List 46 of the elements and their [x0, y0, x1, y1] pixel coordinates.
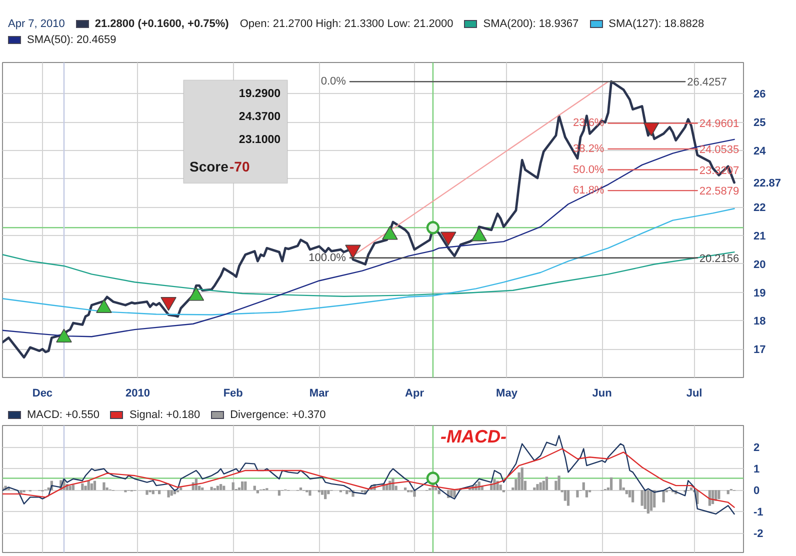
x-tick-label: Dec — [32, 388, 53, 400]
y-tick-label: 17 — [754, 344, 766, 356]
annotation: 100.0% — [308, 252, 346, 264]
legend-label: MACD: +0.550 — [26, 408, 100, 422]
x-tick-label: Jun — [592, 388, 612, 400]
y-tick-label: 24 — [754, 145, 767, 158]
y-tick-label: -2 — [754, 528, 764, 540]
annotation: 26.4257 — [687, 76, 727, 89]
annotation: 24.3700 — [238, 110, 281, 123]
y-tick-label: 22 — [754, 202, 766, 214]
y-tick-label: 19 — [754, 287, 766, 300]
legend-label: Divergence: +0.370 — [229, 408, 326, 422]
legend-label: Signal: +0.180 — [128, 408, 200, 422]
y-tick-label: 25 — [754, 117, 766, 130]
chart-title: Apr 7, 2010 — [8, 17, 65, 31]
y-tick-label: 2 — [754, 442, 760, 454]
annotation: Score — [190, 158, 229, 175]
annotation: 22.87 — [754, 178, 782, 190]
y-tick-label: 18 — [754, 316, 766, 328]
y-tick-label: 20 — [754, 258, 766, 271]
y-tick-label: 21 — [754, 230, 766, 243]
y-tick-label: 1 — [754, 464, 760, 476]
y-tick-label: 26 — [754, 88, 766, 101]
x-tick-label: May — [496, 388, 518, 400]
legend-label: SMA(200): 18.9367 — [482, 17, 579, 31]
x-tick-label: 2010 — [126, 388, 150, 400]
x-tick-label: Feb — [223, 388, 244, 400]
legend-label: SMA(127): 18.8828 — [608, 17, 704, 31]
legend-label: 21.2800 (+0.1600, +0.75%) — [94, 17, 229, 31]
annotation: -MACD- — [440, 426, 506, 446]
annotation: 19.2900 — [238, 88, 281, 100]
legend-label: SMA(50): 20.4659 — [26, 33, 116, 47]
annotation: 20.2156 — [699, 252, 740, 265]
x-tick-label: Apr — [405, 388, 425, 400]
annotation: 23.1000 — [238, 134, 281, 146]
text: Open: 21.2700 High: 21.3300 Low: 21.2000 — [240, 17, 454, 31]
annotation: 0.0% — [320, 76, 346, 88]
x-tick-label: Jul — [686, 388, 702, 400]
annotation: 24.0535 — [699, 144, 740, 156]
y-tick-label: -1 — [754, 506, 764, 519]
annotation: 22.5879 — [699, 186, 740, 198]
annotation: -70 — [230, 158, 250, 175]
y-tick-label: 0 — [754, 485, 760, 498]
annotation: 50.0% — [573, 164, 604, 176]
annotation: 24.9601 — [699, 118, 740, 130]
x-tick-label: Mar — [309, 388, 330, 400]
